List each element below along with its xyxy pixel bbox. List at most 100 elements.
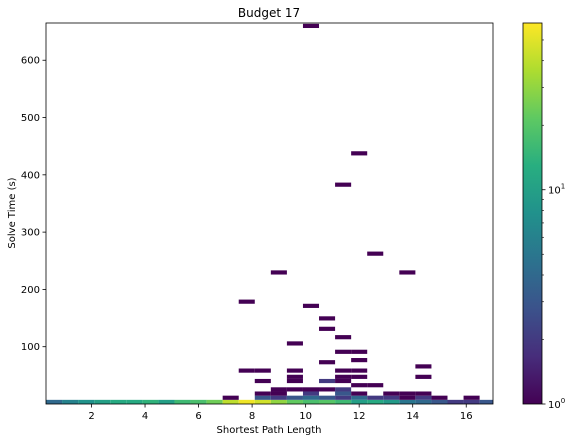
heatmap-cell xyxy=(286,399,303,404)
heatmap-cell xyxy=(351,399,368,404)
chart-title: Budget 17 xyxy=(238,6,300,20)
heatmap-cell xyxy=(110,399,127,404)
heatmap-cell xyxy=(190,399,207,404)
heatmap-cell xyxy=(399,270,416,275)
heatmap-cell xyxy=(335,378,352,384)
heatmap-cell xyxy=(286,368,303,373)
heatmap-cell xyxy=(399,399,416,404)
x-tick-label: 6 xyxy=(195,411,201,422)
heatmap-cell xyxy=(335,395,352,400)
heatmap-cell xyxy=(319,316,336,321)
heatmap-cell xyxy=(174,399,191,404)
heatmap-cell xyxy=(479,399,493,404)
y-axis-ticks: 100 200 300 400 500 600 xyxy=(21,56,46,353)
heatmap-cell xyxy=(222,399,239,404)
heatmap-cell xyxy=(94,399,111,404)
heatmap-cell xyxy=(270,395,287,400)
y-tick-label: 100 xyxy=(21,342,40,353)
x-tick-label: 2 xyxy=(88,411,94,422)
colorbar-tick-label: 100 xyxy=(548,397,565,411)
heatmap-cell xyxy=(238,368,255,373)
colorbar-ticks: 100 101 xyxy=(542,39,565,411)
heatmap-cell xyxy=(351,358,368,363)
heatmap-cell xyxy=(367,395,384,400)
x-tick-label: 12 xyxy=(353,411,366,422)
heatmap-cell xyxy=(270,387,287,392)
heatmap-cell xyxy=(62,399,79,404)
heatmap-cell xyxy=(367,399,384,404)
heatmap-cell xyxy=(254,395,271,400)
heatmap-cell xyxy=(302,23,320,29)
heatmap-cell xyxy=(286,341,303,346)
heatmap-cell xyxy=(351,374,368,379)
heatmap-cells xyxy=(46,23,493,404)
y-axis-label: Solve Time (s) xyxy=(7,177,18,248)
heatmap-cell xyxy=(463,395,480,400)
heatmap-cell xyxy=(367,251,384,256)
heatmap-cell xyxy=(238,299,255,304)
y-tick-label: 200 xyxy=(21,285,40,296)
heatmap-cell xyxy=(335,391,352,396)
heatmap-cell xyxy=(415,391,432,396)
x-tick-label: 4 xyxy=(142,411,148,422)
heatmap-cell xyxy=(351,383,368,388)
heatmap-cell xyxy=(302,399,320,404)
heatmap-cell xyxy=(286,395,303,400)
heatmap-cell xyxy=(254,378,271,384)
x-tick-label: 14 xyxy=(406,411,419,422)
heatmap-cell xyxy=(302,387,320,392)
y-tick-label: 300 xyxy=(21,228,40,239)
y-tick-label: 500 xyxy=(21,113,40,124)
colorbar xyxy=(522,22,543,405)
heatmap-cell xyxy=(367,383,384,388)
heatmap-cell xyxy=(319,360,336,365)
heatmap-cell xyxy=(254,399,271,404)
heatmap-cell xyxy=(351,349,368,354)
heatmap-cell xyxy=(270,270,287,275)
heatmap-cell xyxy=(447,399,464,404)
x-axis-label: Shortest Path Length xyxy=(217,425,322,436)
heatmap-cell xyxy=(351,391,368,396)
heatmap-cell xyxy=(238,399,255,404)
heatmap-cell xyxy=(319,378,336,384)
heatmap-cell xyxy=(431,395,448,400)
heatmap-cell xyxy=(142,399,159,404)
x-tick-label: 16 xyxy=(460,411,473,422)
heatmap-cell xyxy=(383,391,400,396)
heatmap-cell xyxy=(399,395,416,400)
heatmap-cell xyxy=(383,395,400,400)
heatmap-cell xyxy=(270,391,287,396)
heatmap-cell xyxy=(222,395,239,400)
heatmap-cell xyxy=(126,399,143,404)
heatmap-cell xyxy=(335,335,352,340)
heatmap-cell xyxy=(415,399,432,404)
heatmap-cell xyxy=(319,387,336,392)
heatmap-cell xyxy=(415,395,432,400)
x-tick-label: 8 xyxy=(249,411,255,422)
x-tick-label: 10 xyxy=(299,411,312,422)
heatmap-cell xyxy=(335,399,352,404)
heatmap-cell xyxy=(302,391,320,396)
heatmap-cell xyxy=(254,368,271,373)
heatmap-cell xyxy=(399,391,416,396)
heatmap-cell xyxy=(335,182,352,187)
x-axis-ticks: 2 4 6 8 10 12 14 16 xyxy=(88,404,473,422)
heatmap-cell xyxy=(302,395,320,400)
heatmap-cell xyxy=(46,399,63,404)
heatmap-cell xyxy=(383,399,400,404)
heatmap-cell xyxy=(254,391,271,396)
heatmap-cell xyxy=(78,399,95,404)
heatmap-cell xyxy=(286,374,303,379)
heatmap-cell xyxy=(319,395,336,400)
heatmap-cell xyxy=(415,364,432,369)
heatmap-cell xyxy=(431,399,448,404)
heatmap-cell xyxy=(351,151,368,156)
heatmap-cell xyxy=(286,378,303,384)
heatmap-cell xyxy=(335,374,352,379)
heatmap-cell xyxy=(158,399,175,404)
heatmap-cell xyxy=(351,395,368,400)
heatmap-cell xyxy=(319,399,336,404)
colorbar-tick-label: 101 xyxy=(548,183,565,197)
heatmap-cell xyxy=(335,349,352,354)
